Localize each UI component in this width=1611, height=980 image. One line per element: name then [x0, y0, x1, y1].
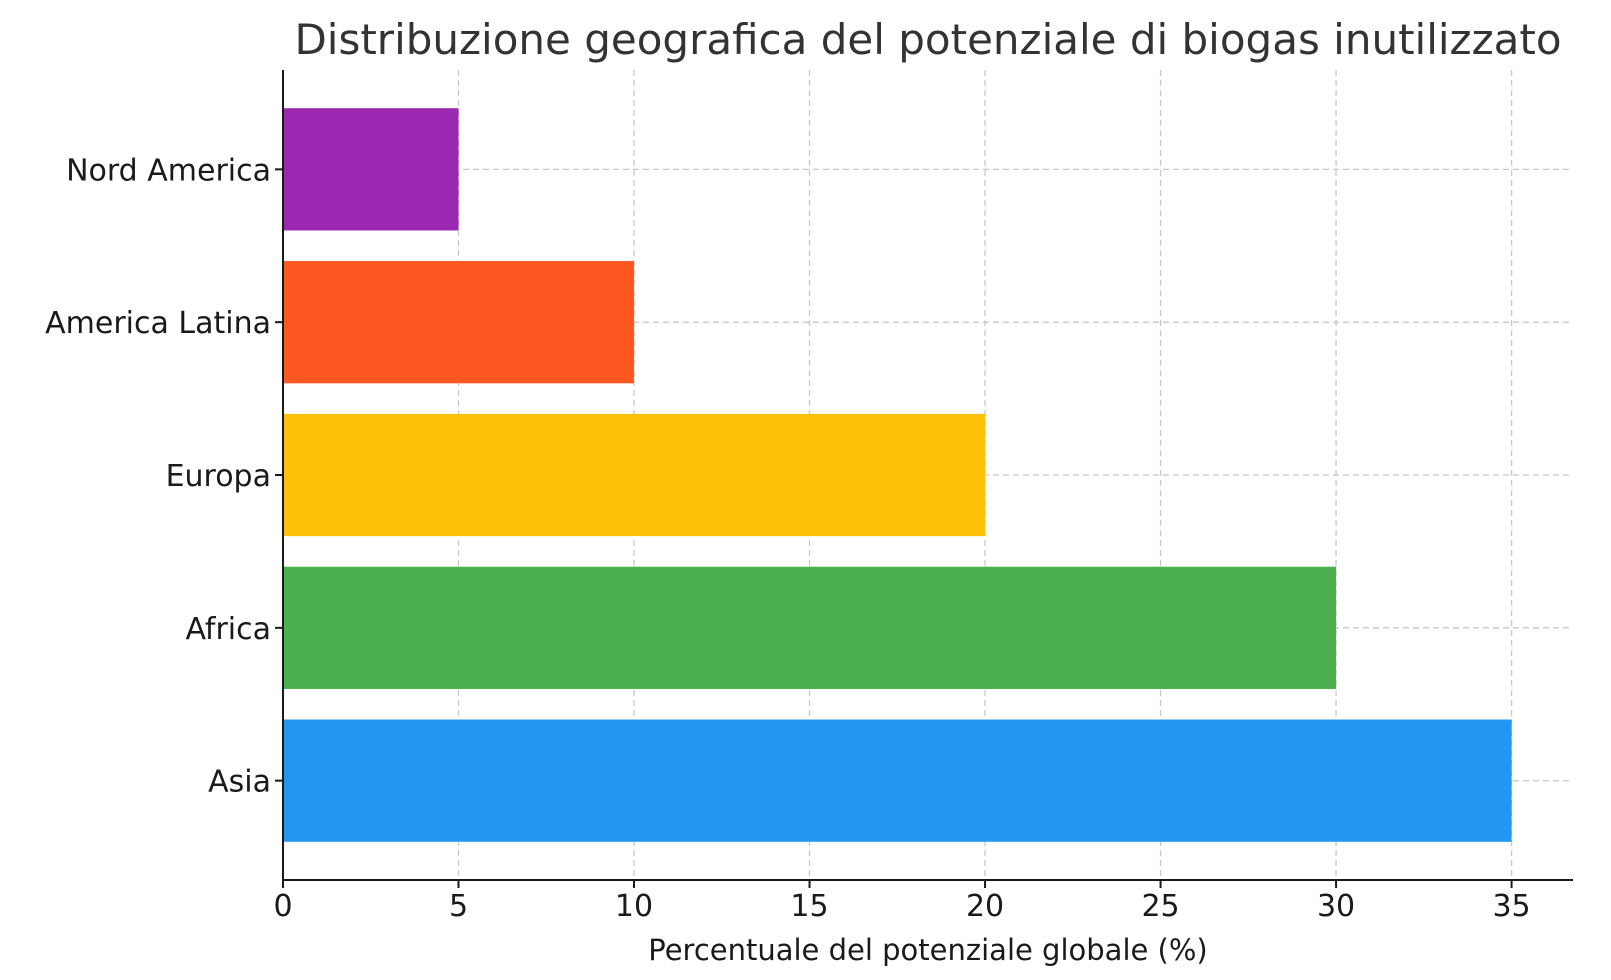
- ticks-layer: 0 5 10 15 20 25 30 35 Asia Africa Europa America La…: [45, 153, 1531, 924]
- x-tick-label: 5: [449, 889, 468, 924]
- x-tick-label: 35: [1492, 889, 1530, 924]
- x-tick-label: 25: [1141, 889, 1179, 924]
- chart-title: Distribuzione geografica del potenziale …: [294, 15, 1561, 64]
- x-tick-label: 20: [966, 889, 1004, 924]
- y-tick-label: America Latina: [45, 306, 271, 341]
- bar-nord-america: [283, 108, 459, 231]
- x-tick-label: 30: [1317, 889, 1355, 924]
- y-tick-label: Europa: [166, 459, 271, 494]
- y-tick-label: Nord America: [66, 153, 271, 188]
- x-tick-label: 0: [273, 889, 292, 924]
- y-tick-label: Africa: [185, 612, 271, 647]
- x-tick-label: 15: [790, 889, 828, 924]
- x-axis-label: Percentuale del potenziale globale (%): [648, 933, 1208, 967]
- y-tick-label: Asia: [208, 765, 271, 800]
- bar-america-latina: [283, 261, 635, 384]
- bar-africa: [283, 566, 1337, 689]
- x-tick-label: 10: [615, 889, 653, 924]
- bars-layer: [283, 108, 1512, 842]
- bar-europa: [283, 413, 986, 537]
- bar-asia: [283, 719, 1512, 842]
